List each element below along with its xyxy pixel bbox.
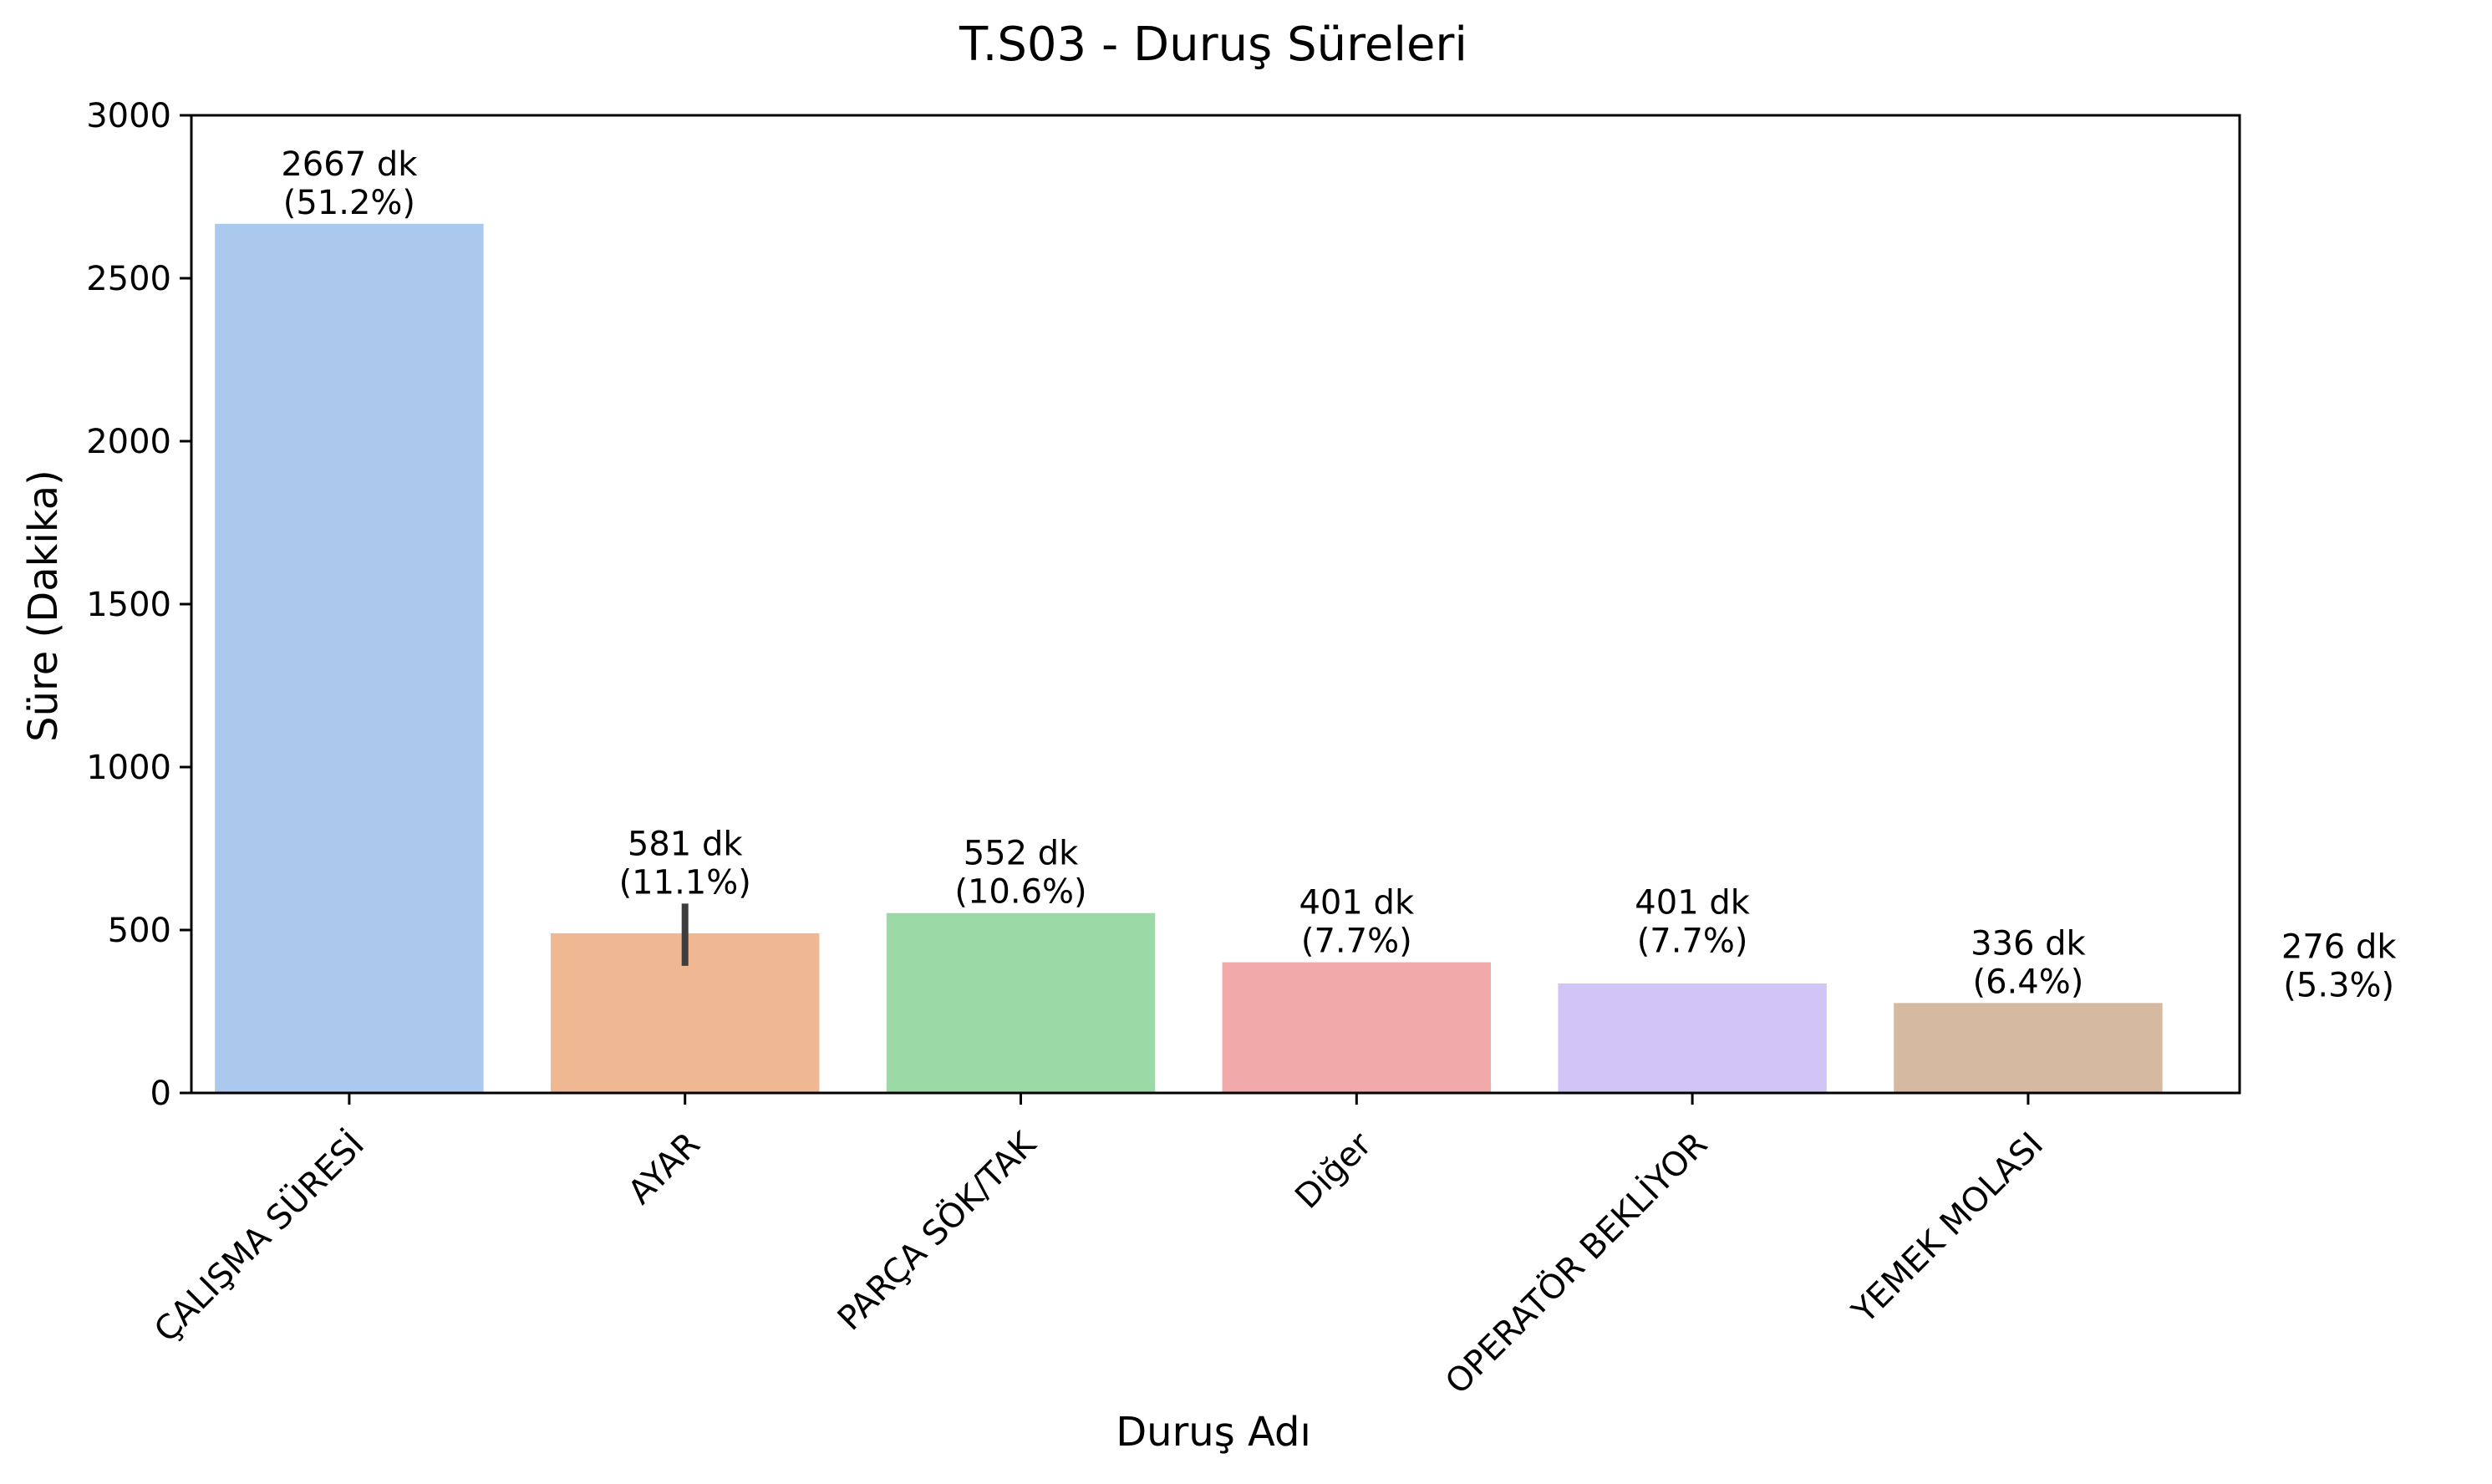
x-tick-label: ÇALIŞMA SÜRESİ <box>146 1124 372 1349</box>
y-tick-label: 2500 <box>86 260 171 298</box>
x-axis: ÇALIŞMA SÜRESİ AYAR PARÇA SÖK/TAK Diğer OPER… <box>146 1093 2051 1402</box>
data-label-percent: (51.2%) <box>283 184 415 222</box>
x-tick-label: PARÇA SÖK/TAK <box>829 1123 1044 1338</box>
y-axis-title: Süre (Dakika) <box>20 470 67 742</box>
data-label-value: 581 dk <box>628 825 743 863</box>
bars-layer <box>215 223 2163 1093</box>
y-tick-label: 1500 <box>86 586 171 624</box>
y-tick-label: 0 <box>150 1075 171 1113</box>
x-tick-label: OPERATÖR BEKLİYOR <box>1437 1124 1716 1402</box>
data-label-value: 552 dk <box>964 835 1079 873</box>
chart-title: T.S03 - Duruş Süreleri <box>959 18 1467 72</box>
data-label-value: 401 dk <box>1299 884 1414 922</box>
bar <box>1558 983 1827 1093</box>
data-label-percent: (11.1%) <box>619 863 751 902</box>
bar <box>1894 1003 2163 1093</box>
data-label-percent: (7.7%) <box>1637 922 1748 961</box>
y-tick-label: 500 <box>108 912 171 950</box>
bar <box>886 912 1156 1093</box>
data-label-value: 401 dk <box>1635 884 1750 922</box>
data-labels-layer: 2667 dk(51.2%) 581 dk(11.1%) 552 dk(10.6%)… <box>281 145 2397 1004</box>
x-tick-label: YEMEK MOLASI <box>1844 1126 2051 1332</box>
data-label-value: 276 dk <box>2281 928 2397 966</box>
data-label-value: 336 dk <box>1971 924 2086 963</box>
bar <box>215 223 484 1093</box>
data-label-percent: (7.7%) <box>1301 922 1412 961</box>
bar <box>1222 962 1492 1093</box>
y-axis: 0 500 1000 1500 2000 2500 3000 <box>86 97 191 1113</box>
data-label-percent: (6.4%) <box>1972 963 2083 1001</box>
data-label-percent: (5.3%) <box>2283 966 2394 1004</box>
y-tick-label: 1000 <box>86 749 171 787</box>
data-label-value: 2667 dk <box>281 145 418 184</box>
x-axis-title: Duruş Adı <box>1116 1409 1311 1456</box>
x-tick-label: Diğer <box>1288 1125 1380 1217</box>
plot-frame <box>190 114 2241 1095</box>
x-tick-label: AYAR <box>621 1126 708 1212</box>
y-tick-label: 3000 <box>86 97 171 135</box>
data-label-percent: (10.6%) <box>954 873 1086 912</box>
y-tick-label: 2000 <box>86 423 171 461</box>
